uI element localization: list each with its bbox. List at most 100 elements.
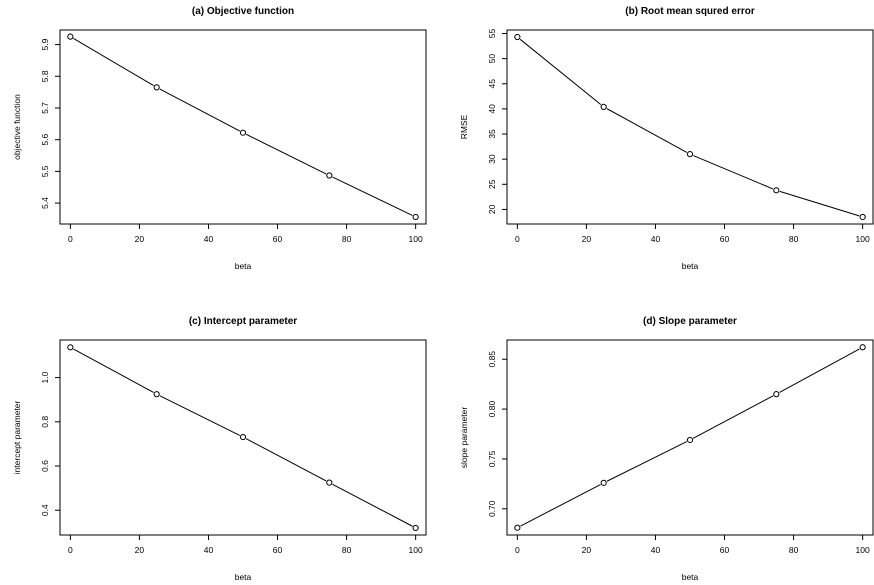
series-line-segment bbox=[332, 176, 413, 216]
y-tick-label: 55 bbox=[487, 29, 497, 39]
x-tick-label: 100 bbox=[856, 545, 870, 555]
x-tick-label: 60 bbox=[273, 545, 283, 555]
y-axis-label: objective function bbox=[12, 94, 22, 160]
series-line-segment bbox=[606, 108, 688, 153]
data-point bbox=[239, 129, 247, 136]
x-tick-label: 100 bbox=[409, 545, 423, 555]
data-point bbox=[600, 479, 607, 486]
x-tick-label: 0 bbox=[515, 234, 520, 244]
y-tick-label: 0.80 bbox=[487, 401, 497, 418]
series-line-segment bbox=[246, 133, 327, 175]
x-tick-label: 40 bbox=[651, 545, 661, 555]
x-axis-label: beta bbox=[682, 261, 699, 271]
y-tick-label: 5.6 bbox=[40, 134, 50, 146]
x-tick-label: 60 bbox=[720, 545, 730, 555]
x-tick-label: 40 bbox=[204, 234, 214, 244]
series-line-segment bbox=[159, 88, 241, 132]
data-point bbox=[686, 151, 694, 158]
data-point bbox=[67, 344, 74, 351]
data-point bbox=[67, 33, 74, 40]
panel-c: (c) Intercept parameter 0 20 40 60 80 100 0.4 0.… bbox=[12, 316, 427, 582]
x-tick-label: 20 bbox=[582, 234, 592, 244]
x-axis-label: beta bbox=[235, 572, 252, 582]
y-tick-label: 0.4 bbox=[40, 504, 50, 516]
data-point bbox=[686, 436, 694, 444]
chart-title: (b) Root mean squred error bbox=[625, 6, 755, 17]
x-tick-label: 20 bbox=[582, 545, 592, 555]
x-tick-label: 80 bbox=[342, 545, 352, 555]
y-tick-label: 5.4 bbox=[40, 197, 50, 209]
y-axis-label: RMSE bbox=[459, 114, 469, 139]
plot-frame bbox=[506, 339, 874, 536]
x-axis-label: beta bbox=[235, 261, 252, 271]
y-tick-label: 5.7 bbox=[40, 102, 50, 114]
y-tick-label: 5.8 bbox=[40, 70, 50, 82]
series-line-segment bbox=[245, 438, 327, 482]
x-tick-label: 0 bbox=[68, 545, 73, 555]
panel-d: (d) Slope parameter 0 20 40 60 80 100 0.70 0.75 0… bbox=[459, 316, 874, 582]
y-axis-label: slope parameter bbox=[459, 407, 469, 469]
chart-title: (c) Intercept parameter bbox=[189, 316, 297, 327]
y-tick-label: 0.70 bbox=[487, 500, 497, 517]
y-tick-label: 25 bbox=[487, 179, 497, 189]
panel-b: (b) Root mean squred error 0 20 40 60 80 100 20… bbox=[459, 6, 874, 271]
x-tick-label: 60 bbox=[720, 234, 730, 244]
x-tick-label: 80 bbox=[789, 234, 799, 244]
data-point bbox=[239, 433, 247, 441]
data-point bbox=[153, 84, 160, 91]
chart-title: (a) Objective function bbox=[192, 6, 294, 17]
y-tick-label: 30 bbox=[487, 154, 497, 164]
data-point bbox=[326, 172, 333, 179]
x-axis-label: beta bbox=[682, 572, 699, 582]
series-line-segment bbox=[73, 38, 154, 86]
y-tick-label: 1.0 bbox=[40, 371, 50, 383]
y-tick-label: 20 bbox=[487, 204, 497, 214]
data-point bbox=[859, 213, 866, 221]
series-line-segment bbox=[693, 155, 774, 190]
y-tick-label: 0.8 bbox=[40, 416, 50, 428]
x-tick-label: 100 bbox=[856, 234, 870, 244]
data-point bbox=[326, 479, 333, 486]
plot-frame bbox=[506, 29, 874, 225]
series-line-segment bbox=[779, 348, 860, 393]
data-point bbox=[773, 391, 780, 398]
data-point bbox=[412, 524, 419, 532]
data-point bbox=[153, 391, 160, 398]
series-line-segment bbox=[606, 441, 687, 482]
plot-frame bbox=[59, 29, 427, 225]
y-tick-label: 0.85 bbox=[487, 351, 497, 368]
chart-title: (d) Slope parameter bbox=[643, 316, 737, 327]
data-point bbox=[412, 213, 419, 221]
x-tick-label: 80 bbox=[789, 545, 799, 555]
x-tick-label: 0 bbox=[68, 234, 73, 244]
y-tick-label: 45 bbox=[487, 79, 497, 89]
x-tick-label: 20 bbox=[135, 545, 145, 555]
y-tick-label: 0.75 bbox=[487, 450, 497, 467]
x-tick-label: 80 bbox=[342, 234, 352, 244]
data-point bbox=[514, 33, 521, 41]
data-point bbox=[859, 344, 866, 351]
y-axis-label: intercept parameter bbox=[12, 400, 22, 474]
data-point bbox=[600, 103, 607, 110]
y-tick-label: 40 bbox=[487, 104, 497, 114]
x-tick-label: 100 bbox=[409, 234, 423, 244]
panel-a: (a) Objective function 0 20 40 60 80 100 5.4 5.5… bbox=[12, 6, 427, 271]
series-line-segment bbox=[159, 395, 240, 436]
y-tick-label: 5.9 bbox=[40, 38, 50, 50]
plot-frame bbox=[59, 339, 427, 536]
series-line-segment bbox=[520, 484, 601, 527]
x-tick-label: 20 bbox=[135, 234, 145, 244]
series-line-segment bbox=[692, 395, 774, 439]
y-tick-label: 50 bbox=[487, 54, 497, 64]
x-tick-label: 60 bbox=[273, 234, 283, 244]
x-tick-label: 40 bbox=[651, 234, 661, 244]
y-tick-label: 0.6 bbox=[40, 460, 50, 472]
data-point bbox=[773, 187, 780, 194]
data-point bbox=[514, 524, 521, 531]
series-line-segment bbox=[332, 483, 413, 527]
y-tick-label: 35 bbox=[487, 129, 497, 139]
series-line-segment bbox=[519, 38, 602, 106]
series-line-segment bbox=[779, 190, 860, 217]
x-tick-label: 0 bbox=[515, 545, 520, 555]
